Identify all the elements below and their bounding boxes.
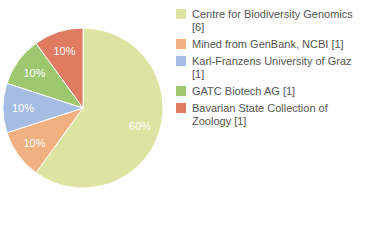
data-label: 10% (23, 67, 45, 79)
legend: Centre for Biodiversity Genomics[6] Mined… (176, 8, 353, 127)
legend-label: Centre for Biodiversity Genomics[6] (192, 8, 353, 33)
data-label: 10% (23, 137, 45, 149)
pie: 60% 10% 10% 10% 10% (3, 28, 163, 188)
legend-label: Mined from GenBank, NCBI [1] (192, 38, 344, 50)
legend-label: Bavarian State Collection ofZoology [1] (192, 102, 329, 127)
legend-swatch (176, 39, 186, 49)
legend-swatch (176, 103, 186, 113)
data-label: 60% (129, 120, 151, 132)
legend-label: Karl-Franzens University of Graz[1] (192, 55, 352, 80)
legend-swatch (176, 56, 186, 66)
data-label: 10% (53, 45, 75, 57)
chart: 60% 10% 10% 10% 10% Centre for Biodiversity G… (0, 0, 380, 240)
data-label: 10% (12, 102, 34, 114)
legend-label: GATC Biotech AG [1] (192, 85, 295, 97)
legend-swatch (176, 9, 186, 19)
legend-swatch (176, 86, 186, 96)
